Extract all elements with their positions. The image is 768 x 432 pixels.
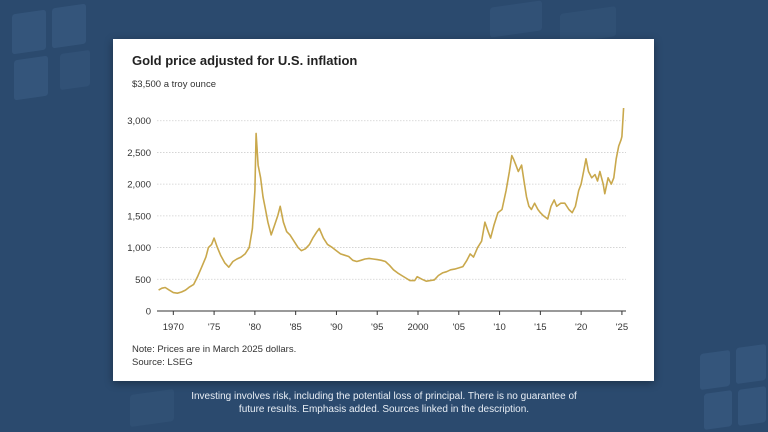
source-text: Source: LSEG	[132, 357, 193, 368]
x-tick-label: '95	[371, 322, 383, 333]
background-tile	[60, 49, 90, 91]
background-tile	[14, 55, 48, 101]
note-text: Note: Prices are in March 2025 dollars.	[132, 344, 297, 355]
x-tick-label: 1970	[163, 322, 184, 333]
y-tick-label: 2,000	[127, 180, 151, 191]
x-tick-label: '85	[289, 322, 301, 333]
disclaimer-line-2: future results. Emphasis added. Sources …	[238, 404, 530, 415]
background-tile	[700, 349, 730, 391]
y-tick-label: 3,000	[127, 116, 151, 127]
disclaimer-line-1: Investing involves risk, including the p…	[191, 391, 577, 402]
x-tick-label: '80	[249, 322, 261, 333]
chart-title: Gold price adjusted for U.S. inflation	[132, 53, 358, 68]
y-axis-unit-label: $3,500 a troy ounce	[132, 79, 216, 90]
x-tick-label: '20	[575, 322, 587, 333]
x-tick-label: '10	[493, 322, 505, 333]
x-tick-label: '15	[534, 322, 546, 333]
background-tile	[12, 9, 46, 55]
background-tile	[490, 0, 542, 38]
x-tick-label: '90	[330, 322, 342, 333]
chart-note: Note: Prices are in March 2025 dollars. …	[132, 343, 296, 369]
y-tick-label: 1,500	[127, 211, 151, 222]
chart-plot: 500 1,000 1,500 2,000 2,500 3,000 0 1970 '75 '80 '…	[127, 107, 628, 333]
disclaimer-caption: Investing involves risk, including the p…	[0, 390, 768, 416]
y-tick-label: 0	[146, 307, 151, 318]
background-tile	[736, 343, 766, 385]
x-tick-label: '75	[208, 322, 220, 333]
chart-card: Gold price adjusted for U.S. inflation $…	[113, 39, 654, 381]
y-tick-label: 2,500	[127, 148, 151, 159]
series-line	[158, 107, 625, 294]
y-tick-label: 500	[135, 275, 151, 286]
x-tick-label: '25	[616, 322, 628, 333]
background-tile	[52, 3, 86, 49]
x-tick-label: 2000	[407, 322, 428, 333]
y-tick-label: 1,000	[127, 243, 151, 254]
x-tick-label: '05	[453, 322, 465, 333]
